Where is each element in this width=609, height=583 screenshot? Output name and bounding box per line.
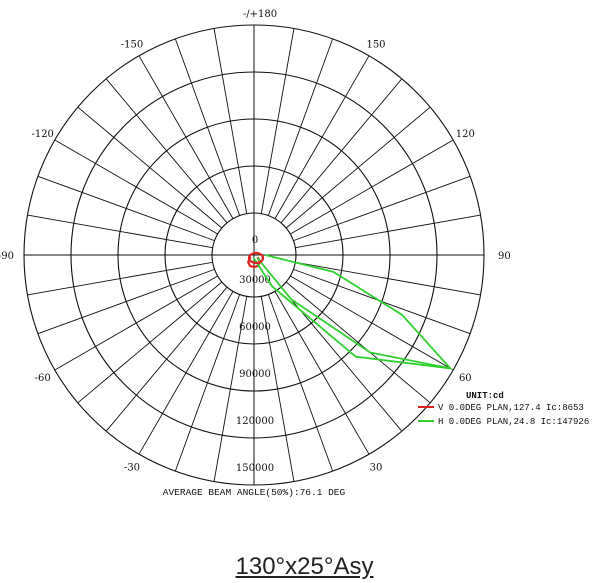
grid-ring xyxy=(23,24,485,486)
angle-tick-label: -120 xyxy=(31,129,53,140)
grid-ring xyxy=(117,118,391,392)
radial-tick-label: 120000 xyxy=(236,416,274,427)
beam-angle-label: AVERAGE BEAM ANGLE(50%):76.1 DEG xyxy=(163,487,346,498)
grid-ring xyxy=(164,165,344,345)
angle-tick-label: -60 xyxy=(35,373,51,384)
angle-tick-label: 150 xyxy=(366,40,385,51)
radial-tick-label: 0 xyxy=(252,235,258,246)
series-line xyxy=(256,257,451,370)
series-line xyxy=(247,251,265,265)
radial-tick-label: 30000 xyxy=(239,275,271,286)
polar-chart-svg: 0 30000 60000 90000 120000 150000 -/+180 150 120… xyxy=(0,9,589,498)
radial-tick-label: 90000 xyxy=(239,369,271,380)
radial-tick-label: 150000 xyxy=(236,463,274,474)
angle-tick-label: -30 xyxy=(124,462,140,473)
angle-tick-label: 60 xyxy=(459,373,472,384)
angle-tick-label: -/+180 xyxy=(243,9,277,20)
angle-tick-label: -150 xyxy=(121,40,143,51)
grid-ring xyxy=(211,212,297,298)
grid-ring xyxy=(70,71,438,439)
legend-unit-label: UNIT:cd xyxy=(466,391,504,401)
legend-label: V 0.0DEG PLAN,127.4 Ic:8653 xyxy=(438,403,584,413)
legend-label: H 0.0DEG PLAN,24.8 Ic:147926 xyxy=(438,417,589,427)
angle-tick-label: 90 xyxy=(498,251,511,262)
angle-tick-label: -90 xyxy=(0,251,14,262)
angle-tick-label: 30 xyxy=(370,462,383,473)
angle-tick-label: 120 xyxy=(456,129,475,140)
page-title: 130°x25°Asy xyxy=(235,553,374,580)
radial-tick-label: 60000 xyxy=(239,322,271,333)
